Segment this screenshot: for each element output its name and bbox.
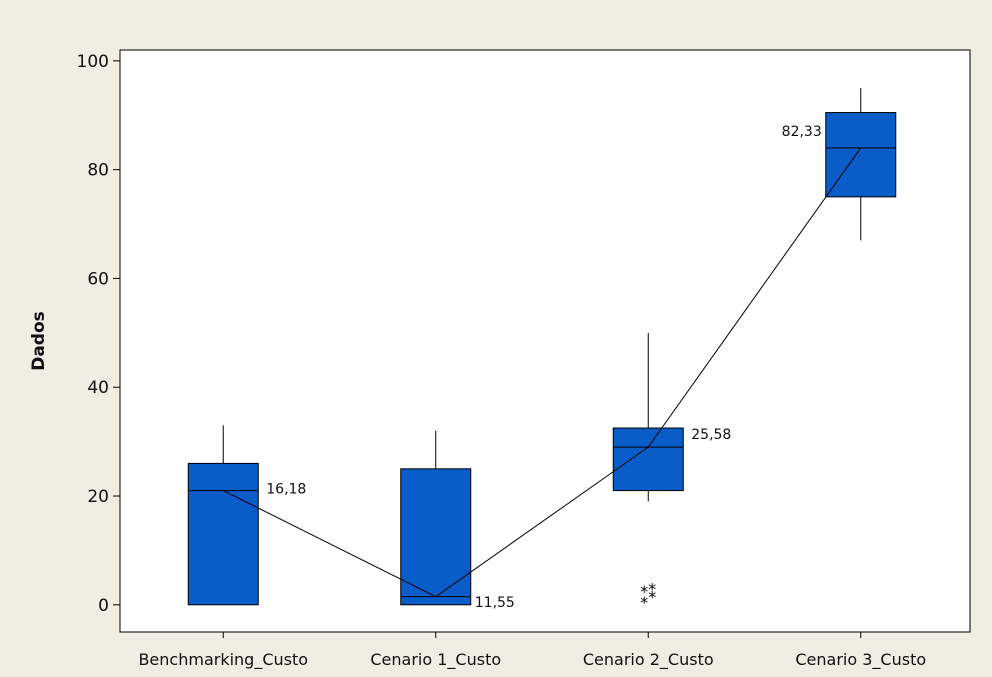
box-group <box>187 425 259 606</box>
mean-data-label: 25,58 <box>691 427 731 443</box>
x-tick-label: Cenario 2_Custo <box>583 650 714 670</box>
y-axis: 0 20 40 60 80 100 <box>77 52 120 616</box>
box <box>400 468 472 606</box>
y-axis-label: Dados <box>29 311 49 371</box>
outlier-marker: * <box>647 588 657 607</box>
x-tick-label: Cenario 1_Custo <box>370 650 501 670</box>
y-tick-label: 80 <box>87 161 109 181</box>
median-connect-line-group <box>223 147 862 598</box>
box-group: **** <box>612 332 684 612</box>
x-tick-label: Benchmarking_Custo <box>138 650 308 670</box>
box-group <box>825 88 897 241</box>
y-tick-label: 20 <box>87 487 109 507</box>
median-connect-line <box>223 147 862 598</box>
outlier-marker: * <box>647 579 657 598</box>
box <box>825 112 897 198</box>
y-tick-label: 40 <box>87 378 109 398</box>
box-series: **** <box>187 88 897 612</box>
y-tick-label: 0 <box>98 596 109 616</box>
data-labels: 16,18 11,55 25,58 82,33 <box>266 124 822 611</box>
outlier-marker: * <box>639 582 649 601</box>
mean-data-label: 11,55 <box>475 595 515 611</box>
box <box>612 427 684 492</box>
box <box>187 462 259 606</box>
outlier-marker: * <box>639 593 649 612</box>
y-tick-label: 60 <box>87 269 109 289</box>
x-axis: Benchmarking_Custo Cenario 1_Custo Cenario… <box>138 632 926 670</box>
mean-data-label: 82,33 <box>782 124 822 140</box>
mean-data-label: 16,18 <box>266 482 306 498</box>
x-tick-label: Cenario 3_Custo <box>795 650 926 670</box>
y-tick-label: 100 <box>77 52 109 72</box>
